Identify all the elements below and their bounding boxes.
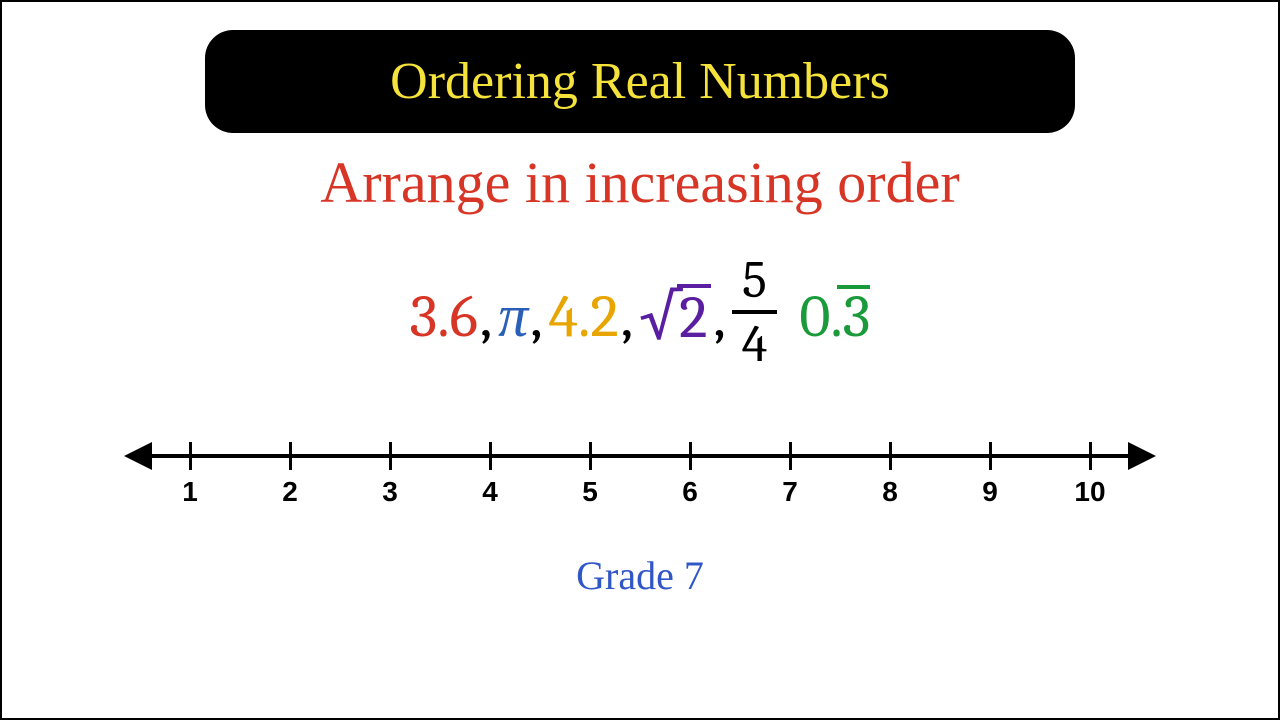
number-line: 1 2 3 4 5 6 7 8 9 10 [120,436,1160,526]
numberline-tick [389,442,392,470]
repeating-prefix: 0. [799,282,842,351]
repeating-digit: 3 [843,282,871,351]
comma: , [713,282,725,351]
numberline-tick [189,442,192,470]
sqrt-argument: 2 [677,284,711,348]
numberline-tick [489,442,492,470]
numberline-arrow-left [124,442,152,470]
number-3-6: 3.6 [410,282,478,351]
fraction-numerator: 5 [732,254,777,310]
subtitle: Arrange in increasing order [2,149,1278,216]
grade-text: Grade 7 [576,553,704,598]
repeating-bar [837,285,870,289]
numberline-tick [1089,442,1092,470]
numberline-arrow-right [1128,442,1156,470]
numberline-label: 10 [1074,476,1105,508]
numberline-tick [889,442,892,470]
subtitle-text: Arrange in increasing order [320,150,959,215]
numbers-row: 3.6 , π , 4.2 , √ 2 , 5 4 0.3 [2,246,1278,386]
number-repeating-0-3: 0.3 [799,282,870,351]
fraction-denominator: 4 [732,314,778,370]
grade-label: Grade 7 [2,552,1278,599]
comma: , [530,282,542,351]
title-box: Ordering Real Numbers [205,30,1075,133]
numberline-label: 7 [782,476,798,508]
numberline-label: 2 [282,476,298,508]
title-text: Ordering Real Numbers [390,53,890,110]
numberline-label: 5 [582,476,598,508]
number-pi: π [498,282,528,351]
numberline-label: 1 [182,476,198,508]
number-sqrt-2: √ 2 [639,279,711,353]
comma: , [621,282,633,351]
numberline-tick [689,442,692,470]
number-fraction-5-4: 5 4 [732,254,778,370]
numberline-label: 4 [482,476,498,508]
numberline-label: 9 [982,476,998,508]
number-4-2: 4.2 [549,282,619,351]
numberline-label: 6 [682,476,698,508]
numberline-tick [789,442,792,470]
numberline-tick [989,442,992,470]
numberline-tick [289,442,292,470]
numberline-axis [150,454,1130,458]
comma: , [480,282,492,351]
numberline-label: 3 [382,476,398,508]
numberline-label: 8 [882,476,898,508]
sqrt-symbol: √ [639,279,681,353]
numberline-tick [589,442,592,470]
